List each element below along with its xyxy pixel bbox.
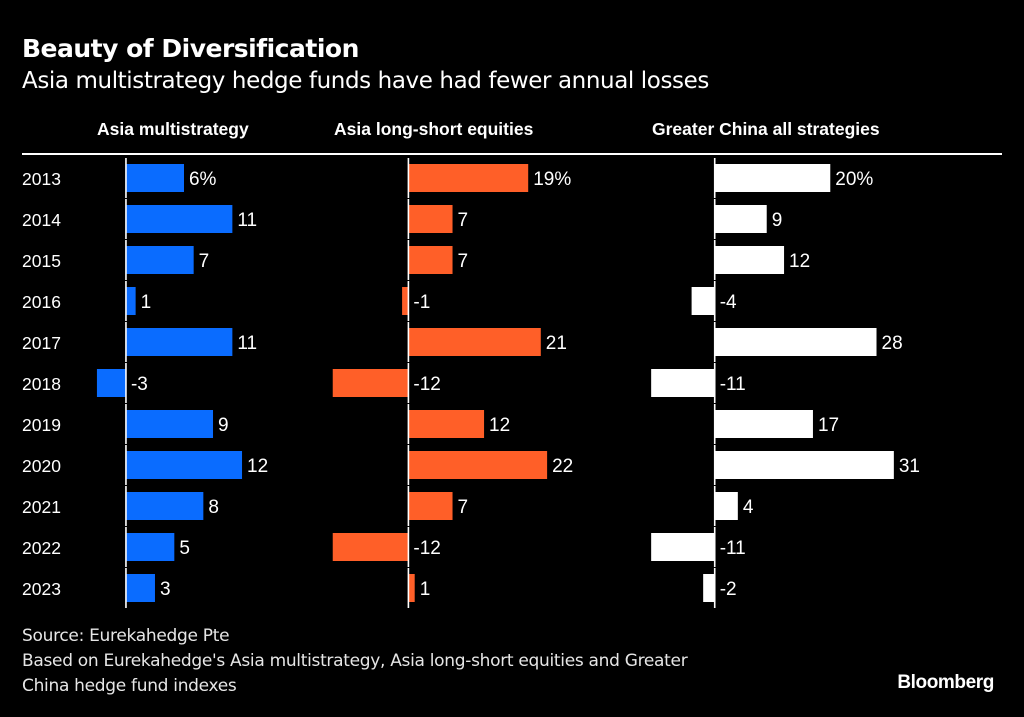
data-label: 28 <box>882 333 903 354</box>
data-label: 17 <box>818 415 839 436</box>
data-label: 1 <box>141 292 152 313</box>
column-header-asia-multistrategy: Asia multistrategy <box>97 119 249 139</box>
data-label: 11 <box>237 333 257 354</box>
bar-2-2016 <box>402 287 409 315</box>
bar-2-2023 <box>408 574 415 602</box>
bar-2-2021 <box>408 492 453 520</box>
bar-1-2019 <box>125 410 214 438</box>
bar-2-2018 <box>332 369 409 397</box>
year-label: 2013 <box>22 169 61 189</box>
data-label: 31 <box>899 456 920 477</box>
data-label: -11 <box>720 374 746 395</box>
header-rule <box>22 153 1002 155</box>
bar-3-2015 <box>714 246 785 274</box>
data-label: -3 <box>131 374 148 395</box>
bar-1-2022 <box>125 533 175 561</box>
bar-1-2016 <box>125 287 136 315</box>
footnote-line-2: China hedge fund indexes <box>22 676 237 696</box>
column-header-greater-china: Greater China all strategies <box>652 119 880 139</box>
year-label: 2016 <box>22 292 61 312</box>
data-label: 12 <box>489 415 510 436</box>
year-label: 2023 <box>22 579 61 599</box>
bar-2-2019 <box>408 410 485 438</box>
data-label: -11 <box>720 538 746 559</box>
bar-3-2021 <box>714 492 738 520</box>
footnote-line-1: Based on Eurekahedge's Asia multistrateg… <box>22 651 688 671</box>
bar-2-2014 <box>408 205 453 233</box>
bar-2-2022 <box>332 533 409 561</box>
bloomberg-logo: Bloomberg <box>897 672 994 693</box>
bar-3-2016 <box>691 287 715 315</box>
data-label: 11 <box>237 210 257 231</box>
data-label: 12 <box>247 456 268 477</box>
year-label: 2019 <box>22 415 61 435</box>
data-label: 7 <box>458 497 469 518</box>
year-label: 2018 <box>22 374 61 394</box>
bar-1-2021 <box>125 492 204 520</box>
bar-3-2017 <box>714 328 877 356</box>
data-label: 19% <box>533 169 571 190</box>
bar-3-2018 <box>651 369 715 397</box>
chart-subtitle: Asia multistrategy hedge funds have had … <box>22 68 709 94</box>
data-label: 7 <box>199 251 210 272</box>
year-label: 2015 <box>22 251 61 271</box>
data-label: 20% <box>835 169 873 190</box>
bar-3-2023 <box>703 574 715 602</box>
data-label: 8 <box>208 497 219 518</box>
data-label: 22 <box>552 456 573 477</box>
data-label: 21 <box>546 333 567 354</box>
bar-3-2013 <box>714 164 831 192</box>
data-label: -1 <box>413 292 430 313</box>
data-label: 7 <box>458 251 469 272</box>
data-label: -12 <box>413 374 440 395</box>
data-label: 4 <box>743 497 754 518</box>
bar-3-2014 <box>714 205 767 233</box>
bar-1-2018 <box>96 369 126 397</box>
bar-2-2015 <box>408 246 453 274</box>
bar-1-2015 <box>125 246 194 274</box>
data-label: 9 <box>772 210 783 231</box>
data-label: 12 <box>789 251 810 272</box>
year-label: 2021 <box>22 497 61 517</box>
data-label: 6% <box>189 169 217 190</box>
column-header-asia-long-short: Asia long-short equities <box>334 119 534 139</box>
data-label: 9 <box>218 415 229 436</box>
bar-2-2017 <box>408 328 541 356</box>
year-label: 2017 <box>22 333 61 353</box>
data-label: 5 <box>179 538 190 559</box>
bar-3-2020 <box>714 451 894 479</box>
chart-title: Beauty of Diversification <box>22 34 359 63</box>
data-label: -2 <box>720 579 737 600</box>
bar-1-2023 <box>125 574 155 602</box>
bar-1-2013 <box>125 164 184 192</box>
bar-1-2020 <box>125 451 243 479</box>
data-label: -12 <box>413 538 440 559</box>
year-label: 2022 <box>22 538 61 558</box>
bar-2-2020 <box>408 451 548 479</box>
year-label: 2020 <box>22 456 61 476</box>
bar-3-2019 <box>714 410 813 438</box>
bar-3-2022 <box>651 533 715 561</box>
year-label: 2014 <box>22 210 61 230</box>
data-label: 1 <box>420 579 431 600</box>
data-label: 3 <box>160 579 171 600</box>
bar-1-2014 <box>125 205 233 233</box>
bar-2-2013 <box>408 164 529 192</box>
bar-1-2017 <box>125 328 233 356</box>
data-label: 7 <box>458 210 469 231</box>
source-note: Source: Eurekahedge Pte <box>22 626 230 646</box>
data-label: -4 <box>720 292 737 313</box>
